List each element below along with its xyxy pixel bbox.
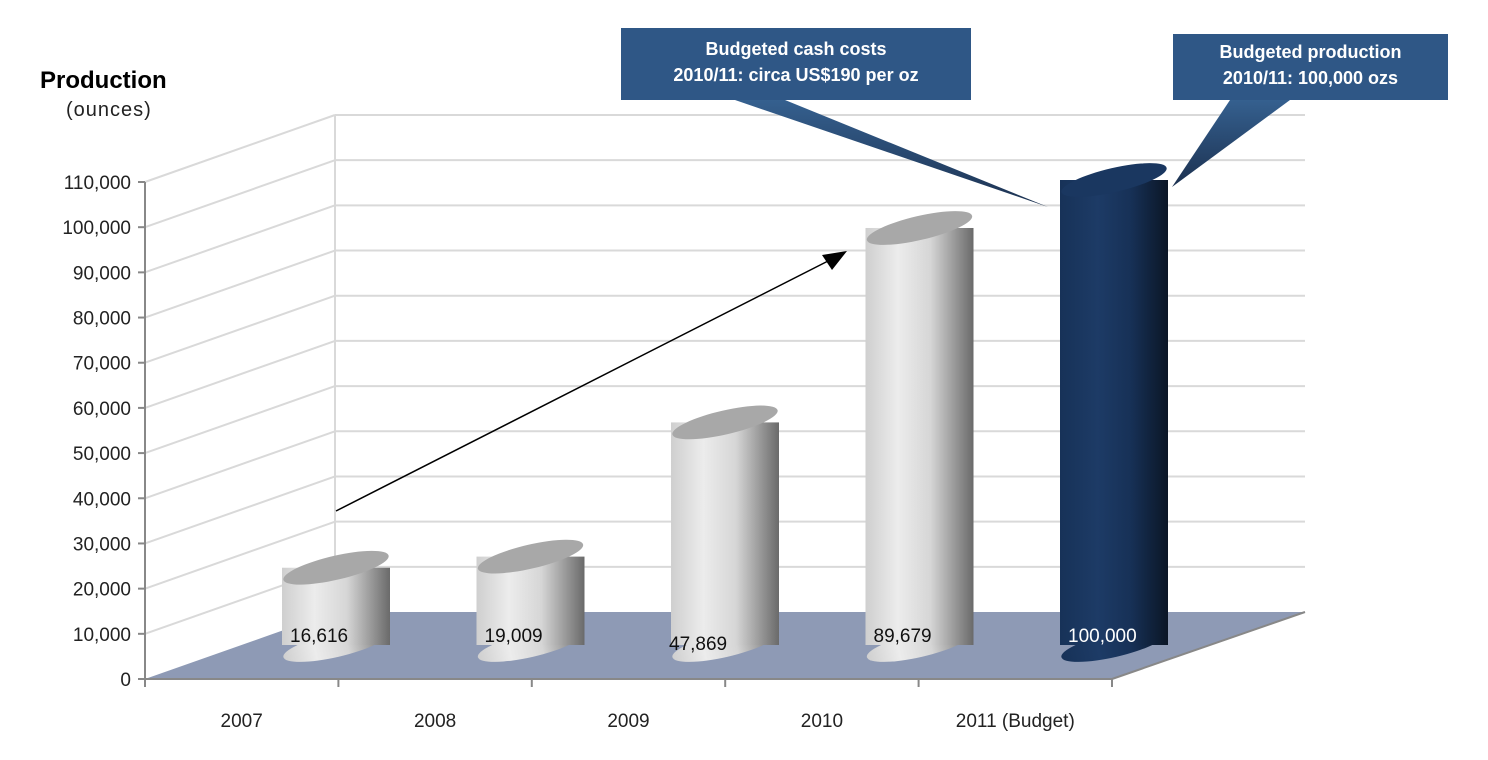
gridline-side: [144, 249, 336, 319]
data-label: 19,009: [485, 626, 543, 647]
bar-body: [671, 422, 779, 645]
chart-title: Production: [40, 67, 167, 94]
bar-2010: [865, 211, 974, 662]
y-tick-label: 10,000: [73, 625, 131, 646]
callout-text: 2010/11: 100,000 ozs: [1223, 68, 1398, 88]
y-tick-label: 30,000: [73, 534, 131, 555]
data-label: 89,679: [874, 626, 932, 647]
y-tick-label: 100,000: [62, 218, 131, 239]
gridline-side: [144, 114, 336, 183]
gridline-side: [144, 294, 336, 364]
gridline-side: [144, 475, 336, 545]
y-tick-label: 90,000: [73, 263, 131, 284]
y-tick-label: 0: [120, 670, 131, 691]
bar-2011-budget-: [1060, 163, 1168, 662]
callout-text: Budgeted production: [1220, 42, 1402, 62]
gridline-side: [144, 430, 336, 500]
bar-top: [477, 539, 584, 574]
x-category-label: 2007: [221, 711, 263, 732]
bar-top: [283, 550, 389, 585]
data-label: 47,869: [669, 634, 727, 655]
bar-2009: [671, 405, 779, 662]
y-tick-label: 70,000: [73, 354, 131, 375]
bar-top: [1061, 163, 1167, 197]
y-tick-label: 80,000: [73, 309, 131, 330]
bar-2007: [282, 550, 390, 662]
callout-text: 2010/11: circa US$190 per oz: [673, 65, 918, 85]
callout-box: [621, 28, 971, 100]
gridline-side: [144, 339, 336, 409]
callout-box: [1173, 34, 1448, 100]
gridline-side: [144, 520, 336, 590]
bar-top: [672, 405, 778, 440]
floor-edge: [1111, 611, 1306, 680]
x-category-label: 2011 (Budget): [956, 711, 1075, 732]
y-tick-label: 50,000: [73, 444, 131, 465]
gridline-side: [144, 385, 336, 455]
gridline-side: [144, 204, 336, 274]
callout-pointer: [735, 100, 1048, 207]
y-tick-label: 40,000: [73, 489, 131, 510]
x-category-label: 2008: [414, 711, 456, 732]
callout-pointer: [1172, 100, 1290, 187]
callout-2: Budgeted production 2010/11: 100,000 ozs: [1172, 34, 1448, 187]
callout-1: Budgeted cash costs 2010/11: circa US$190…: [621, 28, 1048, 207]
y-tick-label: 60,000: [73, 399, 131, 420]
callout-text: Budgeted cash costs: [705, 39, 886, 59]
x-category-label: 2010: [801, 711, 843, 732]
bar-body: [865, 227, 974, 645]
bar-2008: [476, 539, 585, 662]
gridline-side: [144, 159, 336, 229]
trend-arrow-head: [822, 251, 847, 270]
y-tick-label: 20,000: [73, 580, 131, 601]
data-label: 16,616: [290, 626, 348, 647]
x-category-label: 2009: [607, 711, 649, 732]
trend-arrow: [335, 258, 833, 512]
y-axis-unit-label: (ounces): [66, 99, 152, 121]
bar-top: [866, 211, 973, 245]
y-tick-label: 110,000: [64, 173, 131, 194]
bar-body: [1060, 180, 1168, 645]
data-label: 100,000: [1068, 626, 1137, 647]
